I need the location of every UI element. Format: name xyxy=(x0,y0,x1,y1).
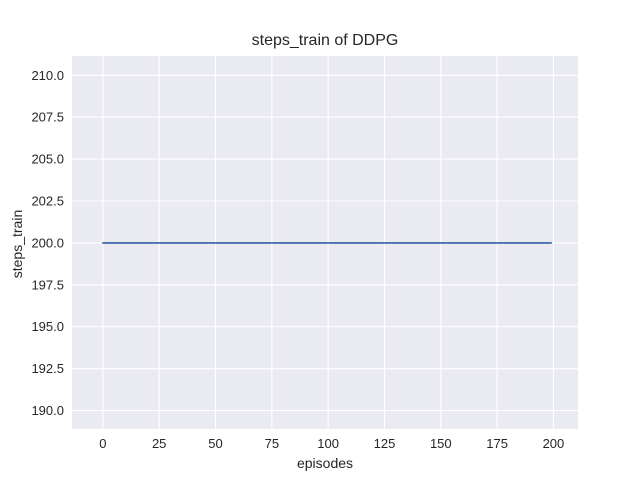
y-tick-label: 190.0 xyxy=(31,403,64,418)
y-tick-label: 205.0 xyxy=(31,152,64,167)
x-tick-label: 200 xyxy=(543,436,565,451)
x-tick-label: 75 xyxy=(265,436,279,451)
y-axis-label: steps_train xyxy=(9,209,25,279)
chart-title: steps_train of DDPG xyxy=(251,32,399,49)
y-tick-label: 207.5 xyxy=(31,110,64,125)
x-tick-label: 50 xyxy=(208,436,222,451)
x-axis-label: episodes xyxy=(296,455,354,471)
y-tick-label: 202.5 xyxy=(31,194,64,209)
y-tick-label: 210.0 xyxy=(31,68,64,83)
y-tick-label: 200.0 xyxy=(31,235,64,250)
x-tick-label: 100 xyxy=(317,436,339,451)
y-tick-label: 195.0 xyxy=(31,319,64,334)
x-tick-label: 0 xyxy=(99,436,106,451)
x-tick-label: 175 xyxy=(486,436,508,451)
x-tick-label: 150 xyxy=(430,436,452,451)
x-tick-label: 25 xyxy=(152,436,166,451)
y-tick-label: 197.5 xyxy=(31,277,64,292)
x-tick-label: 125 xyxy=(374,436,396,451)
y-tick-label: 192.5 xyxy=(31,361,64,376)
